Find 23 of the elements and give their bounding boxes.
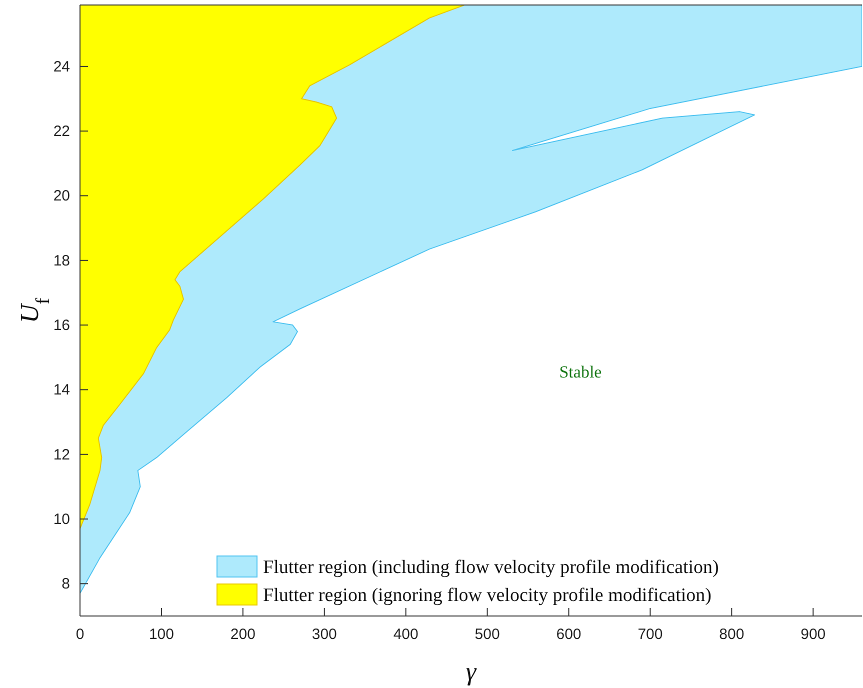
y-tick-label: 22 — [53, 123, 70, 140]
x-tick-label: 900 — [800, 626, 826, 643]
x-tick-label: 400 — [393, 626, 418, 643]
y-tick-label: 16 — [53, 317, 70, 334]
legend-label: Flutter region (ignoring flow velocity profile modification) — [263, 585, 712, 606]
annotation: Stable — [559, 362, 602, 382]
y-tick-label: 24 — [53, 58, 70, 76]
x-tick-label: 100 — [148, 626, 174, 643]
y-tick-label: 12 — [53, 446, 70, 464]
x-tick-label: 800 — [719, 626, 744, 643]
y-tick-label: 20 — [53, 188, 70, 205]
y-tick-label: 10 — [53, 511, 70, 528]
y-tick-label: 14 — [53, 382, 70, 399]
x-tick-label: 300 — [312, 626, 337, 643]
x-tick-label: 700 — [638, 626, 663, 643]
x-tick-label: 0 — [76, 626, 84, 643]
x-tick-label: 600 — [556, 626, 582, 643]
x-tick-label: 500 — [474, 626, 500, 643]
legend-label: Flutter region (including flow velocity profile modification) — [263, 557, 719, 578]
x-tick-label: 200 — [230, 626, 256, 643]
x-axis-title: γ — [466, 657, 477, 686]
y-tick-label: 18 — [53, 252, 70, 270]
y-tick-label: 8 — [62, 576, 70, 593]
